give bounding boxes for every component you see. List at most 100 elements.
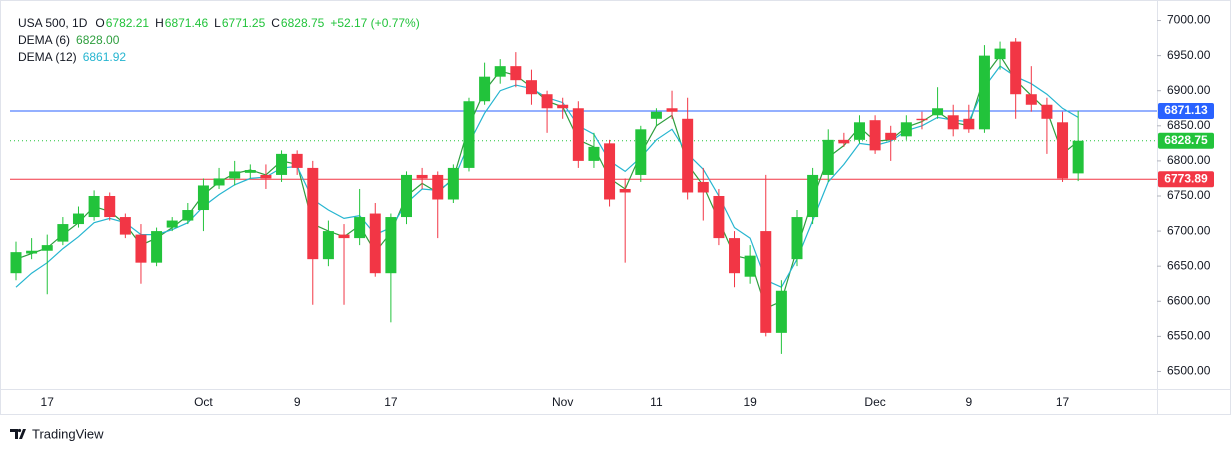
legend-value: 6861.92 [83, 50, 127, 64]
x-tick-label: Dec [864, 395, 885, 409]
price-label-box [1158, 102, 1214, 119]
ohlc-label: C [271, 16, 280, 30]
candle-body [619, 188, 631, 193]
x-tick-label: 11 [650, 395, 663, 409]
candle-body [1057, 122, 1069, 179]
legend-entry: DEMA (6) 6828.00 [18, 33, 120, 47]
candle-body [635, 129, 647, 175]
candle-body [822, 139, 834, 175]
candle-body [1041, 104, 1053, 119]
candle-body [525, 80, 537, 95]
y-tick-label: 6550.00 [1167, 329, 1211, 343]
footer: TradingView [32, 426, 104, 441]
candle-body [838, 139, 850, 144]
symbol-title: USA 500, 1D [18, 16, 88, 30]
y-tick-label: 6950.00 [1167, 48, 1211, 62]
candle-body [775, 290, 787, 333]
legend-value: 6828.00 [76, 33, 120, 47]
y-tick-label: 6800.00 [1167, 153, 1211, 167]
candle-body [1010, 41, 1022, 95]
logo-icon [10, 429, 26, 439]
y-tick-label: 6500.00 [1167, 364, 1211, 378]
x-tick-label: 19 [743, 395, 757, 409]
candle-body [729, 238, 741, 274]
y-tick-label: 6650.00 [1167, 258, 1211, 272]
candle-body [963, 118, 975, 130]
x-tick-label: 17 [384, 395, 398, 409]
legend-entry: DEMA (12) 6861.92 [18, 50, 126, 64]
candle-body [682, 118, 694, 193]
price-label: 6828.75 [1164, 133, 1208, 147]
ohlc-value: 6771.25 [222, 16, 266, 30]
x-tick-label: Oct [194, 395, 213, 409]
candle-body [385, 217, 397, 274]
y-tick-label: 7000.00 [1167, 13, 1211, 27]
change: +52.17 (+0.77%) [330, 16, 419, 30]
candle-body [166, 220, 178, 228]
candle-body [10, 252, 22, 274]
candle-body [947, 115, 959, 130]
frame [0, 0, 1231, 415]
logo: TradingView [10, 426, 104, 441]
candle-body [932, 108, 944, 116]
candle-body [1025, 94, 1037, 105]
price-label-box [1158, 132, 1214, 149]
price-label: 6773.89 [1164, 171, 1208, 185]
x-tick-label: Nov [552, 395, 573, 409]
candle-body [307, 167, 319, 260]
candle-body [432, 174, 444, 200]
ohlc-label: H [155, 16, 164, 30]
candle-body [291, 153, 303, 168]
candle-body [354, 217, 366, 239]
ohlc-value: 6782.21 [106, 16, 150, 30]
y-tick-label: 6600.00 [1167, 293, 1211, 307]
candle-body [572, 108, 584, 161]
candle-body [41, 245, 53, 251]
legend-name: DEMA (12) [18, 50, 77, 64]
candle-body [276, 153, 288, 175]
candle-body [1072, 140, 1084, 174]
candle-body [697, 181, 709, 193]
candle-body [182, 210, 194, 221]
candle-body [666, 108, 678, 112]
candle-body [416, 174, 428, 179]
candle-body [197, 185, 209, 211]
candle-body [650, 111, 662, 119]
candle-body [744, 255, 756, 277]
candle-body [213, 178, 225, 186]
candle-body [494, 66, 506, 77]
candle-body [479, 76, 491, 102]
candle-body [541, 94, 553, 109]
candle-body [401, 174, 412, 218]
x-tick-label: 17 [41, 395, 55, 409]
price-label: 6871.13 [1164, 103, 1208, 117]
candle-body [26, 250, 38, 254]
candle-body [463, 101, 475, 168]
candle-body [604, 143, 616, 200]
candle-body [135, 234, 147, 263]
candle-body [260, 174, 272, 179]
candle-body [119, 217, 131, 235]
candle-body [869, 120, 881, 151]
header: USA 500, 1D O6782.21 H6871.46 L6771.25 C6828… [18, 16, 420, 30]
candle-body [338, 234, 350, 239]
ohlc-label: L [214, 16, 221, 30]
candle-body [713, 195, 725, 239]
candle-body [978, 55, 990, 130]
candle-body [151, 231, 163, 263]
x-tick-label: 17 [1056, 395, 1070, 409]
x-tick-label: 9 [965, 395, 972, 409]
candle-body [885, 132, 897, 140]
candle-body [557, 104, 569, 109]
candle-body [807, 174, 819, 218]
y-tick-label: 6900.00 [1167, 83, 1211, 97]
candle-body [447, 167, 459, 200]
x-tick-label: 9 [294, 395, 301, 409]
candle-body [916, 118, 928, 121]
y-tick-label: 6750.00 [1167, 188, 1211, 202]
candle-body [244, 170, 256, 173]
candle-body [853, 122, 865, 140]
candle-body [760, 231, 772, 333]
